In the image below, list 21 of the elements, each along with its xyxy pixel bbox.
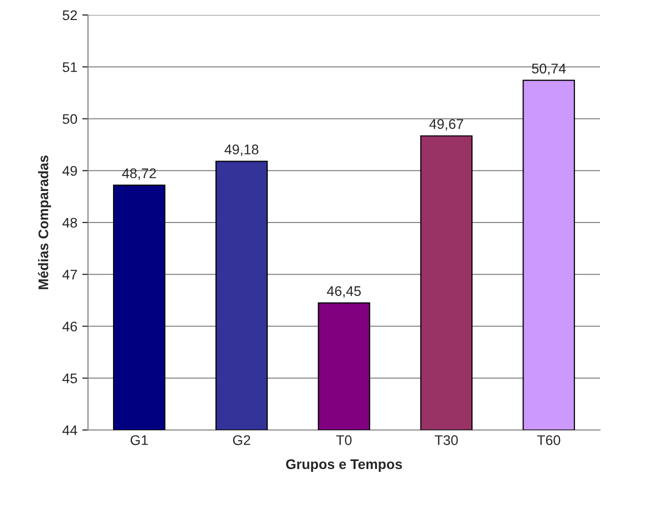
data-label: 50,74 xyxy=(532,64,566,76)
data-label: 46,45 xyxy=(326,286,361,298)
x-tick-label: G1 xyxy=(130,435,148,446)
x-tick-label: T60 xyxy=(537,435,560,446)
y-tick-label: 47 xyxy=(62,270,77,280)
y-tick-label: 50 xyxy=(62,114,78,124)
x-axis-title: Grupos e Tempos xyxy=(286,459,402,472)
x-tick-label: T0 xyxy=(336,435,352,446)
x-tick-label: G2 xyxy=(233,435,250,446)
y-tick-label: 45 xyxy=(62,374,78,384)
y-tick-label: 51 xyxy=(62,62,77,72)
y-tick-label: 52 xyxy=(62,10,77,20)
y-axis-title: Médias Comparadas xyxy=(38,156,52,290)
data-label: 49,18 xyxy=(224,144,258,156)
y-tick-label: 44 xyxy=(62,425,78,436)
y-tick-label: 46 xyxy=(62,322,77,332)
y-tick-label: 49 xyxy=(62,166,77,176)
y-tick-label: 48 xyxy=(62,218,77,228)
data-label: 49,67 xyxy=(429,119,464,131)
data-label: 48,72 xyxy=(122,168,156,180)
x-tick-label: T30 xyxy=(434,435,458,446)
